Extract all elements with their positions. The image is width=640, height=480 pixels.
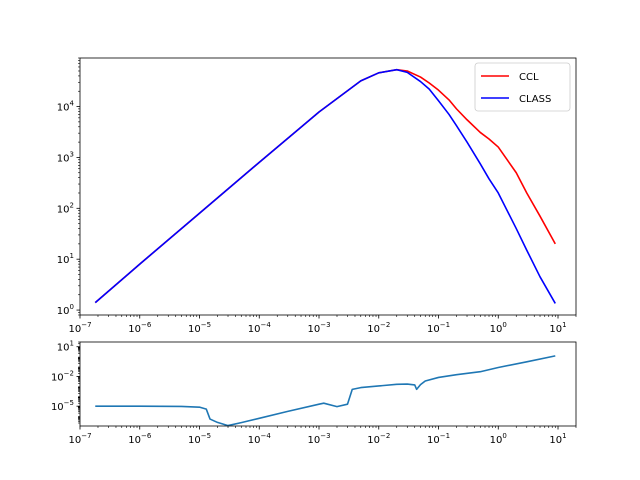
ratio-y-tick-label: 101 <box>57 340 74 354</box>
main-y-tick-label: 104 <box>57 100 75 114</box>
ratio-x-tick-label: 10−7 <box>68 432 91 446</box>
main-x-tick-label: 10−6 <box>128 321 152 335</box>
main-plot-lines <box>94 68 556 304</box>
ratio-line-series-0 <box>95 355 556 427</box>
ratio-plot-panel: 10−7 10−6 10−5 10−4 10−3 10−2 10−1 100 101 10−5 10… <box>51 340 577 446</box>
main-plot-ticks: 10−7 10−6 10−5 10−4 10−3 10−2 10−1 100 101 100 101… <box>57 57 577 335</box>
ratio-x-tick-label: 10−5 <box>188 432 211 446</box>
main-plot-frame <box>79 57 577 316</box>
legend: CCL CLASS <box>474 62 571 112</box>
main-line-class <box>94 68 556 304</box>
ratio-x-tick-label: 10−2 <box>367 432 390 446</box>
ratio-plot-frame <box>79 341 577 427</box>
ratio-plot-area <box>80 342 576 426</box>
ratio-x-tick-label: 10−3 <box>307 432 330 446</box>
main-x-tick-label: 10−7 <box>68 321 91 335</box>
ratio-x-tick-label: 10−4 <box>248 432 272 446</box>
main-plot-panel: 10−7 10−6 10−5 10−4 10−3 10−2 10−1 100 101 100 101… <box>57 57 577 335</box>
main-y-tick-label: 102 <box>57 201 74 215</box>
main-y-tick-label: 103 <box>57 150 74 164</box>
ratio-plot-ticks: 10−7 10−6 10−5 10−4 10−3 10−2 10−1 100 101 10−5 10… <box>51 340 577 446</box>
main-x-tick-label: 10−4 <box>248 321 272 335</box>
ratio-x-tick-label: 10−1 <box>427 432 450 446</box>
ratio-x-tick-label: 10−6 <box>128 432 152 446</box>
main-x-tick-label: 10−5 <box>188 321 211 335</box>
main-x-tick-label: 101 <box>549 321 566 335</box>
main-x-tick-label: 10−3 <box>307 321 330 335</box>
legend-label-class: CLASS <box>519 94 551 105</box>
ratio-x-tick-label: 100 <box>490 432 507 446</box>
main-x-tick-label: 10−2 <box>367 321 390 335</box>
main-y-tick-label: 101 <box>57 252 74 266</box>
main-y-tick-label: 100 <box>57 303 74 317</box>
ratio-plot-lines <box>95 355 556 427</box>
ratio-y-tick-label: 10−5 <box>51 399 74 413</box>
ratio-y-tick-label: 10−2 <box>51 369 74 383</box>
main-x-tick-label: 100 <box>490 321 507 335</box>
legend-box <box>474 62 571 112</box>
legend-label-ccl: CCL <box>519 72 539 83</box>
main-x-tick-label: 10−1 <box>427 321 450 335</box>
ratio-x-tick-label: 101 <box>549 432 566 446</box>
